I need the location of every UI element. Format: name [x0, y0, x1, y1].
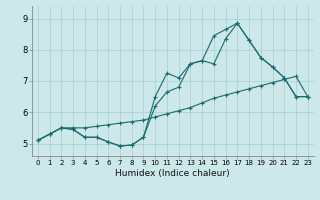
X-axis label: Humidex (Indice chaleur): Humidex (Indice chaleur)	[116, 169, 230, 178]
